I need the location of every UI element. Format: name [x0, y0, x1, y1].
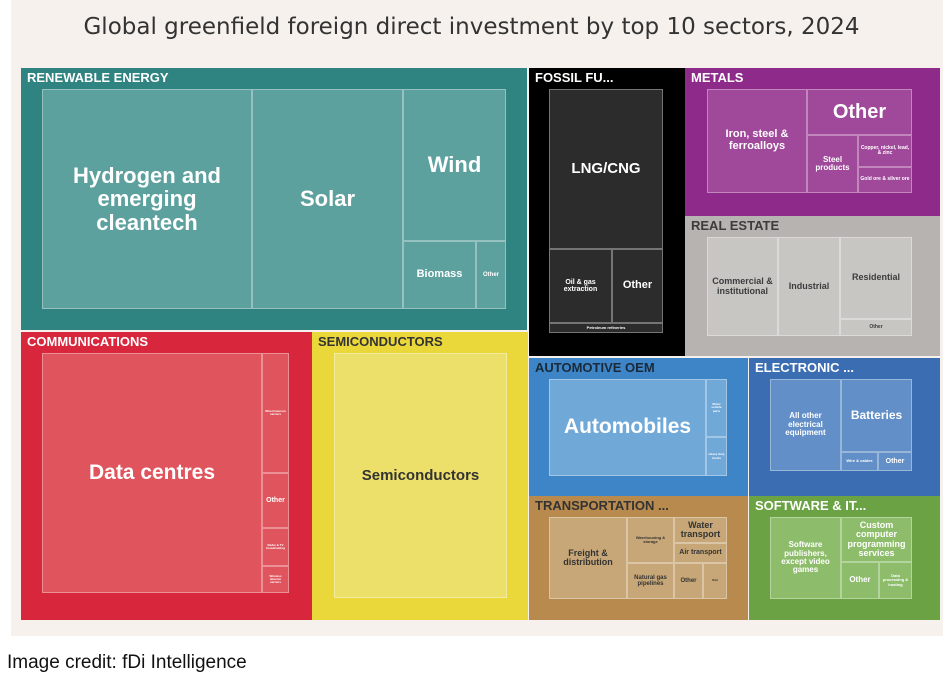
tile-label-transportation-water: Water transport: [680, 519, 721, 539]
tile-renewable-solar: Solar: [252, 89, 403, 309]
tile-label-renewable-biomass: Biomass: [416, 268, 463, 281]
tile-label-fossil-other: Other: [622, 279, 653, 292]
tile-label-communications-s3: Wireless telecom carriers: [269, 573, 282, 585]
tile-label-semiconductors-semis: Semiconductors: [361, 466, 480, 484]
tile-label-communications-s1: Wired telecom carriers: [265, 408, 286, 416]
tile-semiconductors-semis: Semiconductors: [334, 353, 507, 598]
tile-label-communications-datacentres: Data centres: [88, 460, 216, 484]
tile-label-automotive-a1: Motor vehicle parts: [711, 402, 722, 413]
tile-automotive-automobiles: Automobiles: [549, 379, 706, 476]
tile-label-software-publishers: Software publishers, except video games: [781, 540, 830, 575]
tile-label-metals-steel: Steel products: [815, 154, 850, 172]
tile-label-fossil-lng: LNG/CNG: [571, 160, 641, 178]
tile-label-metals-copper: Copper, nickel, lead, & zinc: [860, 144, 910, 156]
tile-realestate-other: Other: [840, 319, 912, 336]
tile-software-small: Data processing & hosting: [879, 562, 912, 599]
tile-metals-iron: Iron, steel & ferroalloys: [707, 89, 807, 193]
tile-label-electronic-wires: Wire & cables: [846, 458, 873, 464]
tile-fossil-other: Other: [612, 249, 663, 323]
tile-label-software-other: Other: [849, 575, 871, 585]
tile-electronic-other: Other: [878, 452, 912, 471]
tile-label-automotive-automobiles: Automobiles: [563, 415, 692, 439]
tile-realestate-residential: Residential: [840, 237, 912, 319]
sector-label-communications: COMMUNICATIONS: [27, 334, 149, 349]
tile-label-renewable-other: Other: [482, 271, 499, 278]
tile-metals-steel: Steel products: [807, 135, 858, 193]
tile-automotive-a2: Heavy duty trucks: [706, 437, 727, 476]
tile-label-transportation-warehousing: Warehousing & storage: [635, 534, 666, 544]
tile-electronic-allother: All other electrical equipment: [770, 379, 841, 471]
tile-label-realestate-industrial: Industrial: [788, 280, 830, 291]
tile-fossil-lng: LNG/CNG: [549, 89, 663, 249]
tile-label-transportation-tiny: Rail: [712, 578, 718, 583]
tile-renewable-wind: Wind: [403, 89, 506, 241]
tile-metals-other: Other: [807, 89, 912, 135]
tile-fossil-small: Petroleum refineries: [549, 323, 663, 333]
tile-electronic-batteries: Batteries: [841, 379, 912, 452]
sector-label-realestate: REAL ESTATE: [691, 218, 780, 233]
tile-transportation-freight: Freight & distribution: [549, 517, 627, 599]
tile-label-transportation-air: Air transport: [679, 549, 722, 557]
sector-label-fossil: FOSSIL FU...: [535, 70, 614, 85]
sector-label-electronic: ELECTRONIC ...: [755, 360, 854, 375]
tile-communications-s1: Wired telecom carriers: [262, 353, 289, 473]
tile-label-software-custom: Custom computer programming services: [847, 519, 906, 558]
tile-communications-datacentres: Data centres: [42, 353, 262, 593]
tile-transportation-air: Air transport: [674, 543, 727, 563]
tile-label-realestate-other: Other: [869, 323, 883, 330]
tile-label-renewable-wind: Wind: [427, 152, 482, 178]
sector-label-renewable: RENEWABLE ENERGY: [27, 70, 169, 85]
tile-label-realestate-residential: Residential: [851, 272, 900, 283]
tile-transportation-water: Water transport: [674, 517, 727, 543]
tile-label-communications-s2: Radio & TV broadcasting: [266, 542, 285, 550]
tile-automotive-a1: Motor vehicle parts: [706, 379, 727, 437]
tile-label-transportation-freight: Freight & distribution: [563, 547, 613, 567]
tile-software-other: Other: [841, 562, 879, 599]
tile-label-automotive-a2: Heavy duty trucks: [708, 452, 725, 460]
tile-metals-gold: Gold ore & silver ore: [858, 167, 912, 193]
tile-realestate-industrial: Industrial: [778, 237, 840, 336]
tile-transportation-gas: Natural gas pipelines: [627, 563, 674, 599]
tile-software-publishers: Software publishers, except video games: [770, 517, 841, 599]
image-credit: Image credit: fDi Intelligence: [7, 652, 247, 673]
sector-label-transportation: TRANSPORTATION ...: [535, 498, 669, 513]
tile-label-metals-other: Other: [832, 100, 887, 123]
tile-transportation-other: Other: [674, 563, 703, 599]
tile-label-transportation-gas: Natural gas pipelines: [634, 574, 667, 587]
tile-fossil-oilgas: Oil & gas extraction: [549, 249, 612, 323]
tile-realestate-commercial: Commercial & institutional: [707, 237, 778, 336]
tile-electronic-wires: Wire & cables: [841, 452, 878, 471]
tile-label-metals-gold: Gold ore & silver ore: [860, 176, 910, 183]
sector-label-software: SOFTWARE & IT...: [755, 498, 867, 513]
tile-transportation-warehousing: Warehousing & storage: [627, 517, 674, 563]
sector-label-metals: METALS: [691, 70, 744, 85]
tile-communications-other: Other: [262, 473, 289, 528]
tile-label-communications-other: Other: [266, 496, 285, 504]
tile-label-realestate-commercial: Commercial & institutional: [712, 276, 773, 296]
tile-label-software-small: Data processing & hosting: [882, 573, 909, 587]
tile-label-transportation-other: Other: [680, 577, 697, 584]
tile-communications-s3: Wireless telecom carriers: [262, 566, 289, 593]
tile-label-electronic-allother: All other electrical equipment: [785, 411, 826, 438]
tile-label-renewable-hydrogen: Hydrogen and emerging cleantech: [73, 163, 221, 235]
tile-label-electronic-other: Other: [885, 457, 905, 465]
tile-label-metals-iron: Iron, steel & ferroalloys: [725, 128, 789, 152]
tile-metals-copper: Copper, nickel, lead, & zinc: [858, 135, 912, 167]
tile-renewable-hydrogen: Hydrogen and emerging cleantech: [42, 89, 252, 309]
tile-label-fossil-small: Petroleum refineries: [586, 324, 626, 330]
tile-renewable-other: Other: [476, 241, 506, 309]
tile-label-fossil-oilgas: Oil & gas extraction: [563, 278, 598, 293]
tile-transportation-tiny: Rail: [703, 563, 727, 599]
sector-label-automotive: AUTOMOTIVE OEM: [535, 360, 655, 375]
tile-label-renewable-solar: Solar: [299, 186, 356, 212]
tile-label-electronic-batteries: Batteries: [850, 408, 903, 423]
sector-label-semiconductors: SEMICONDUCTORS: [318, 334, 443, 349]
tile-renewable-biomass: Biomass: [403, 241, 476, 309]
tile-software-custom: Custom computer programming services: [841, 517, 912, 562]
chart-title: Global greenfield foreign direct investm…: [83, 14, 860, 40]
tile-communications-s2: Radio & TV broadcasting: [262, 528, 289, 566]
